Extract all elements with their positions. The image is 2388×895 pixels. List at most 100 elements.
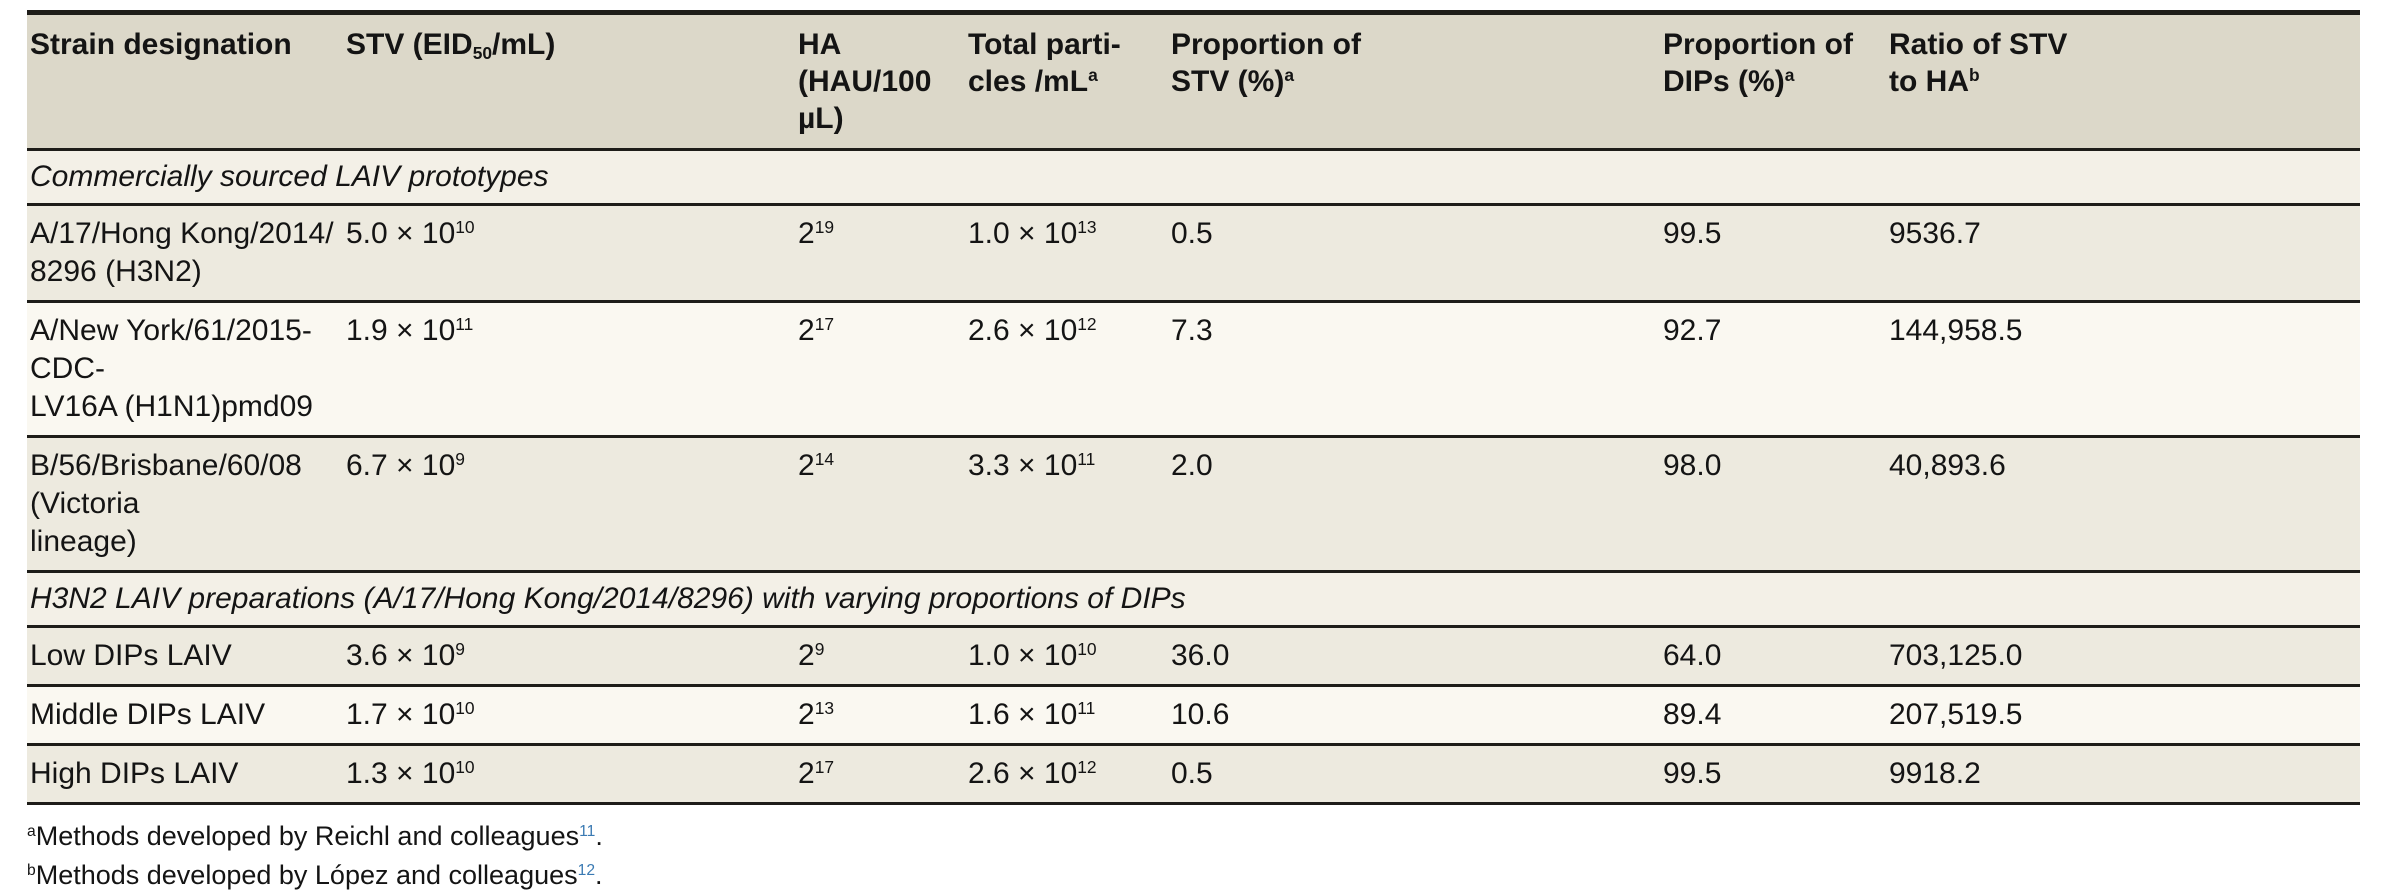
footnote-marker: b [27,862,36,880]
cell-stv: 3.6 × 109 [343,626,795,687]
value: 99.5 [1663,217,1722,250]
col-header-strain-designation: Strain designation [27,12,343,151]
cell-ha: 217 [795,301,965,438]
value: 36.0 [1171,639,1230,672]
section-title-cell: Commercially sourced LAIV prototypes [27,149,2360,206]
footnote-marker: a [27,823,36,841]
cell-proportion-dips: 92.7 [1660,301,1886,438]
exponent: 9 [814,639,825,660]
exponent: 12 [1077,757,1097,778]
value: 64.0 [1663,639,1722,672]
col-header-ha: HA (HAU/100 µL) [795,12,965,151]
cell-proportion-stv: 10.6 [1168,685,1660,746]
exponent: 9 [455,449,465,470]
col-header-total-particles: Total parti- cles /mLa [965,12,1168,151]
cell-total-particles: 1.6 × 1011 [965,685,1168,746]
value: 6.7 × 10 [346,449,456,482]
cell-ratio: 144,958.5 [1886,301,2360,438]
cell-total-particles: 3.3 × 1011 [965,436,1168,573]
value: 703,125.0 [1889,639,2023,672]
cell-stv: 1.3 × 1010 [343,744,795,805]
cell-proportion-dips: 98.0 [1660,436,1886,573]
footnote-marker: a [1088,65,1098,86]
value: 2.6 × 10 [968,314,1078,347]
cell-ha: 213 [795,685,965,746]
value: 3.3 × 10 [968,449,1078,482]
strain-name: Low DIPs LAIV [30,639,232,672]
cell-strain: Low DIPs LAIV [27,626,343,687]
value: 10.6 [1171,698,1230,731]
footnote-marker: b [1968,65,1980,86]
footnote-a: aMethods developed by Reichl and colleag… [27,817,2360,856]
cell-strain: B/56/Brisbane/60/08 (Victoria lineage) [27,436,343,573]
value: 7.3 [1171,314,1213,347]
value: 2 [798,639,815,672]
value: 92.7 [1663,314,1722,347]
table-footnotes: aMethods developed by Reichl and colleag… [27,817,2360,895]
value: 5.0 × 10 [346,217,456,250]
cell-stv: 1.7 × 1010 [343,685,795,746]
header-label: Total parti- cles /mL [968,28,1121,98]
exponent: 14 [814,449,835,470]
table-row: A/New York/61/2015-CDC- LV16A (H1N1)pmd0… [27,301,2360,438]
header-label: /mL) [492,28,556,61]
cell-strain: A/17/Hong Kong/2014/ 8296 (H3N2) [27,204,343,303]
value: 0.5 [1171,217,1213,250]
exponent: 10 [455,757,475,778]
value: 9918.2 [1889,757,1981,790]
value: 1.0 × 10 [968,639,1078,672]
table-row: Low DIPs LAIV 3.6 × 109 29 1.0 × 1010 36… [27,626,2360,687]
strain-name: High DIPs LAIV [30,757,239,790]
cell-total-particles: 1.0 × 1013 [965,204,1168,303]
value: 1.3 × 10 [346,757,456,790]
exponent: 11 [455,314,474,335]
value: 1.9 × 10 [346,314,456,347]
cell-ha: 214 [795,436,965,573]
value: 9536.7 [1889,217,1981,250]
value: 40,893.6 [1889,449,2006,482]
col-header-proportion-stv: Proportion of STV (%)a [1168,12,1660,151]
cell-ha: 29 [795,626,965,687]
table-row: Middle DIPs LAIV 1.7 × 1010 213 1.6 × 10… [27,685,2360,746]
cell-proportion-stv: 36.0 [1168,626,1660,687]
footnote-marker: a [1284,65,1295,86]
value: 2.0 [1171,449,1213,482]
footnote-period: . [595,860,603,890]
header-label: Strain designation [30,28,292,61]
footnote-period: . [595,821,603,851]
value: 2 [798,698,815,731]
cell-ratio: 207,519.5 [1886,685,2360,746]
table-row: High DIPs LAIV 1.3 × 1010 217 2.6 × 1012… [27,744,2360,805]
cell-proportion-stv: 7.3 [1168,301,1660,438]
cell-proportion-stv: 2.0 [1168,436,1660,573]
exponent: 13 [1077,217,1097,238]
header-label: STV (EID [346,28,473,61]
header-label: Proportion of STV (%) [1171,28,1361,98]
section-title-cell: H3N2 LAIV preparations (A/17/Hong Kong/2… [27,571,2360,628]
value: 144,958.5 [1889,314,2023,347]
value: 98.0 [1663,449,1722,482]
value: 0.5 [1171,757,1213,790]
exponent: 12 [1077,314,1097,335]
section-row-h3n2-preparations: H3N2 LAIV preparations (A/17/Hong Kong/2… [27,571,2360,628]
header-label: HA (HAU/100 µL) [798,28,932,135]
value: 2 [798,449,815,482]
cell-proportion-stv: 0.5 [1168,744,1660,805]
exponent: 11 [1077,698,1096,719]
footnote-text: Methods developed by López and colleague… [35,860,578,890]
laiv-characteristics-table: Strain designation STV (EID50/mL) HA (HA… [27,10,2360,805]
section-row-commercial-laiv: Commercially sourced LAIV prototypes [27,149,2360,206]
cell-stv: 6.7 × 109 [343,436,795,573]
table-row: B/56/Brisbane/60/08 (Victoria lineage) 6… [27,436,2360,573]
section-title: H3N2 LAIV preparations (A/17/Hong Kong/2… [30,582,1186,615]
exponent: 17 [814,314,835,335]
exponent: 10 [455,217,475,238]
strain-name: B/56/Brisbane/60/08 (Victoria lineage) [30,449,302,558]
value: 2 [798,217,815,250]
exponent: 17 [814,757,835,778]
table-row: A/17/Hong Kong/2014/ 8296 (H3N2) 5.0 × 1… [27,204,2360,303]
value: 1.6 × 10 [968,698,1078,731]
citation-link-12[interactable]: 12 [577,862,596,880]
value: 1.0 × 10 [968,217,1078,250]
citation-link-11[interactable]: 11 [579,823,596,841]
